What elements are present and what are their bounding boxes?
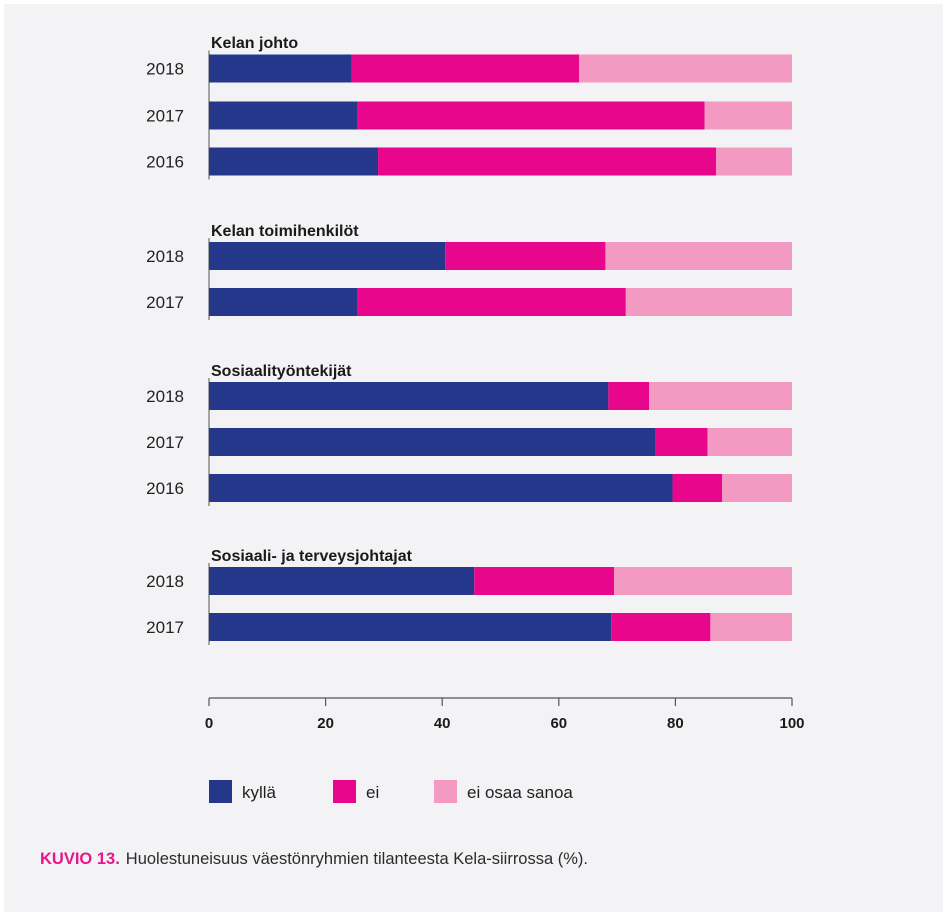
bar-segment-kylla bbox=[209, 428, 655, 456]
bar-segment-eos bbox=[605, 242, 792, 270]
year-label: 2017 bbox=[146, 107, 184, 126]
legend-swatch-ei bbox=[333, 780, 356, 803]
bar-segment-ei bbox=[378, 147, 717, 176]
caption-text: Huolestuneisuus väestönryhmien tilantees… bbox=[125, 850, 588, 868]
bar-segment-ei bbox=[357, 288, 626, 316]
bar-segment-ei bbox=[608, 382, 650, 410]
bar-segment-ei bbox=[672, 474, 723, 502]
bar-segment-ei bbox=[357, 101, 705, 130]
bar-segment-kylla bbox=[209, 474, 673, 502]
legend-label: ei bbox=[366, 783, 379, 802]
group-title: Kelan toimihenkilöt bbox=[211, 223, 359, 240]
bar-segment-kylla bbox=[209, 242, 446, 270]
bar-segment-ei bbox=[611, 613, 711, 641]
bar-segment-eos bbox=[716, 147, 792, 176]
year-label: 2017 bbox=[146, 618, 184, 637]
bar-segment-ei bbox=[351, 54, 580, 83]
bar-segment-kylla bbox=[209, 382, 609, 410]
caption-lead: KUVIO 13. bbox=[40, 850, 120, 868]
group-title: Sosiaalityöntekijät bbox=[211, 363, 352, 380]
x-tick-label: 0 bbox=[205, 715, 213, 732]
bar-segment-kylla bbox=[209, 288, 358, 316]
bar-segment-kylla bbox=[209, 567, 475, 595]
bar-segment-ei bbox=[654, 428, 708, 456]
year-label: 2018 bbox=[146, 572, 184, 591]
year-label: 2018 bbox=[146, 387, 184, 406]
group-title: Sosiaali- ja terveysjohtajat bbox=[211, 548, 413, 565]
legend-label: kyllä bbox=[242, 783, 277, 802]
year-label: 2017 bbox=[146, 433, 184, 452]
x-tick-label: 80 bbox=[667, 715, 684, 732]
bar-segment-eos bbox=[649, 382, 792, 410]
x-tick-label: 100 bbox=[779, 715, 804, 732]
bar-segment-eos bbox=[579, 54, 792, 83]
bar-segment-eos bbox=[707, 428, 792, 456]
bar-segment-eos bbox=[614, 567, 792, 595]
bar-segment-kylla bbox=[209, 101, 358, 130]
legend-label: ei osaa sanoa bbox=[467, 783, 573, 802]
year-label: 2016 bbox=[146, 153, 184, 172]
bar-segment-eos bbox=[625, 288, 792, 316]
x-tick-label: 40 bbox=[434, 715, 451, 732]
x-tick-label: 60 bbox=[550, 715, 567, 732]
figure-panel: Kelan johto 2018 2017 2016 Kelan toimihenkil… bbox=[4, 4, 943, 912]
figure-caption: KUVIO 13. Huolestuneisuus väestönryhmien … bbox=[40, 850, 588, 869]
bar-segment-eos bbox=[710, 613, 792, 641]
year-label: 2018 bbox=[146, 60, 184, 79]
bar-segment-ei bbox=[474, 567, 615, 595]
legend-swatch-eos bbox=[434, 780, 457, 803]
bar-segment-eos bbox=[704, 101, 792, 130]
year-label: 2016 bbox=[146, 479, 184, 498]
bar-segment-eos bbox=[722, 474, 792, 502]
legend-swatch-kylla bbox=[209, 780, 232, 803]
group-title: Kelan johto bbox=[211, 35, 298, 52]
year-label: 2018 bbox=[146, 247, 184, 266]
year-label: 2017 bbox=[146, 293, 184, 312]
bar-segment-kylla bbox=[209, 613, 612, 641]
bar-segment-kylla bbox=[209, 54, 352, 83]
stacked-bar-chart: Kelan johto 2018 2017 2016 Kelan toimihenkil… bbox=[146, 35, 805, 803]
bar-segment-kylla bbox=[209, 147, 379, 176]
bar-segment-ei bbox=[445, 242, 606, 270]
x-tick-label: 20 bbox=[317, 715, 334, 732]
